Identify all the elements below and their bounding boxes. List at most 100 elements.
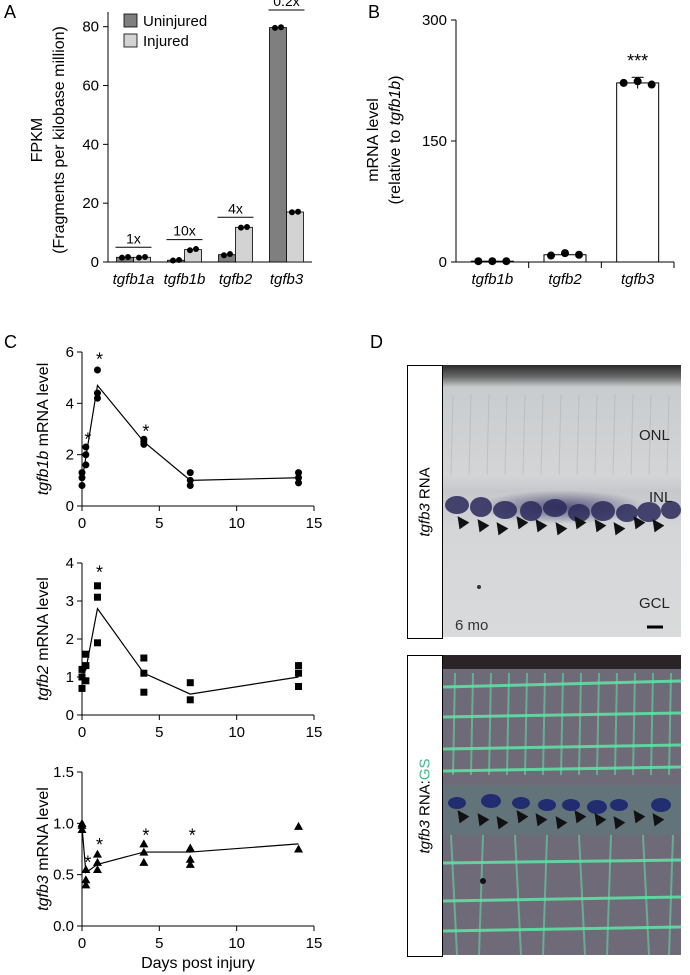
b-point-tgfb1b-1 [488,257,497,266]
a-category-label-2: tgfb2 [219,271,253,288]
panel-letter-b: B [368,2,381,22]
c3-xlabel: Days post injury [141,955,255,972]
a-point-tgfb2-1-0 [238,224,244,231]
c2-point-6 [93,639,101,647]
c3-point-12 [185,859,195,868]
c1-point-17 [295,469,303,477]
c3-point-3 [81,880,91,889]
c1-ylabel: tgfb1b mRNA level [35,363,52,496]
a-bar-tgfb3-uninjured [269,27,287,263]
c3-x-tick-label-2: 10 [228,935,245,952]
c1-point-15 [295,479,303,487]
c2-ylabel-suffix: mRNA level [35,577,52,665]
c1-x-tick-label-2: 10 [228,515,245,530]
panel-d-bottom-label-box: tgfb3 RNA:GS [407,655,443,957]
c1-point-4 [82,451,90,459]
c3-y-tick-label-1: 0.5 [53,867,74,884]
c3-star-2: * [142,826,149,846]
c1-star-2: * [142,422,149,442]
panel-d-top-label-box: tgfb3 RNA [407,365,443,639]
c1-ylabel-gene: tgfb1b [35,451,52,496]
c3-star-0: * [84,852,91,872]
a-point-tgfb2-0-1 [227,251,233,258]
c2-point-12 [186,696,194,704]
c2-star-0: * [96,563,103,583]
b-ylabel-2-prefix: (relative to [387,125,404,204]
c2-y-tick-label-4: 4 [66,555,74,572]
panel-letter-c: C [4,332,17,352]
b-point-tgfb2-2 [575,250,583,259]
a-y-tick-label-1: 20 [82,195,99,212]
a-point-tgfb2-1-1 [244,224,250,230]
c1-point-12 [186,481,194,489]
ish-micrograph-top: ONL INL GCL 6 mo [443,365,681,637]
c3-ylabel-gene: tgfb3 [35,875,52,911]
c2-point-16 [295,662,303,670]
c1-point-11 [140,435,148,443]
a-legend-swatch-1 [123,33,138,48]
a-category-label-0: tgfb1a [113,271,155,288]
c1-mean-line [81,383,299,481]
c2-point-10 [140,669,148,677]
a-point-tgfb1b-1-0 [187,247,193,254]
c2-point-11 [140,654,148,662]
a-ylabel-1: FPKM [29,118,46,162]
a-legend-swatch-0 [123,13,138,28]
b-significance-2: *** [627,51,648,71]
c2-point-8 [93,582,101,590]
c3-point-8 [92,849,102,858]
panel-d-top-label: tgfb3 RNA [416,467,434,537]
c2-point-1 [78,673,86,681]
c3-point-7 [92,857,102,866]
a-point-tgfb3-1-1 [295,208,301,215]
b-point-tgfb3-2 [647,80,656,89]
b-ylabel-1: mRNA level [365,98,382,182]
c1-point-2 [78,469,86,477]
a-category-label-3: tgfb3 [270,271,304,288]
c3-point-16 [294,821,304,830]
b-ylabel-2-suffix: ) [387,76,404,81]
c1-point-7 [93,389,101,397]
a-bar-tgfb1b-injured [184,249,202,263]
chart-a-fpkm-bar: 0 20 40 60 80 FPKM (Fragments per kilobase mil… [29,0,312,288]
chart-c-tgfb1b-timecourse: 0 2 4 6 0 5 10 15 tgfb1b mRNA level * * * [35,344,322,530]
c1-x-tick-label-1: 5 [155,515,163,530]
layer-label-onl: ONL [639,427,670,444]
c2-y-tick-label-0: 0 [66,707,74,724]
a-point-tgfb1a-1-0 [136,254,142,261]
c2-x-tick-label-1: 5 [155,724,163,741]
c2-point-9 [140,688,148,696]
c2-ylabel-gene: tgfb2 [35,665,52,701]
c3-x-tick-label-0: 0 [78,935,86,952]
c1-point-16 [295,474,303,482]
c3-y-tick-label-0: 0.0 [53,918,74,935]
b-y-tick-label-0: 0 [439,254,447,271]
gs-micrograph-bottom [443,655,681,955]
b-point-tgfb1b-0 [474,257,483,266]
a-point-tgfb1b-0-1 [176,256,182,263]
c2-y-tick-label-1: 1 [66,669,74,686]
c2-point-0 [78,684,86,692]
c1-x-tick-label-0: 0 [78,515,86,530]
c3-mean-line [81,826,299,874]
c3-point-4 [81,875,91,884]
a-bar-tgfb2-injured [235,226,253,263]
c2-point-7 [93,593,101,601]
b-category-label-1: tgfb2 [548,271,582,288]
c3-point-14 [185,843,195,852]
c1-y-tick-label-2: 4 [66,395,74,412]
c2-point-15 [295,669,303,677]
a-point-tgfb2-0-0 [221,252,227,259]
chart-c-tgfb2-timecourse: 0 1 2 3 4 0 5 10 15 tgfb2 mRNA level * [35,555,322,741]
a-point-tgfb1b-0-0 [170,257,176,264]
a-y-tick-label-2: 40 [82,136,99,153]
a-bar-tgfb1a-injured [133,256,151,263]
b-point-tgfb2-0 [547,251,555,260]
chart-c-tgfb3-timecourse: 0.0 0.5 1.0 1.5 0 5 10 15 tgfb3 mRNA level Days p… [35,764,322,972]
b-point-tgfb3-0 [619,78,628,87]
a-ylabel-2: (Fragments per kilobase million) [51,26,68,254]
c3-point-11 [139,839,149,848]
c2-y-tick-label-3: 3 [66,593,74,610]
c2-point-2 [78,665,86,673]
